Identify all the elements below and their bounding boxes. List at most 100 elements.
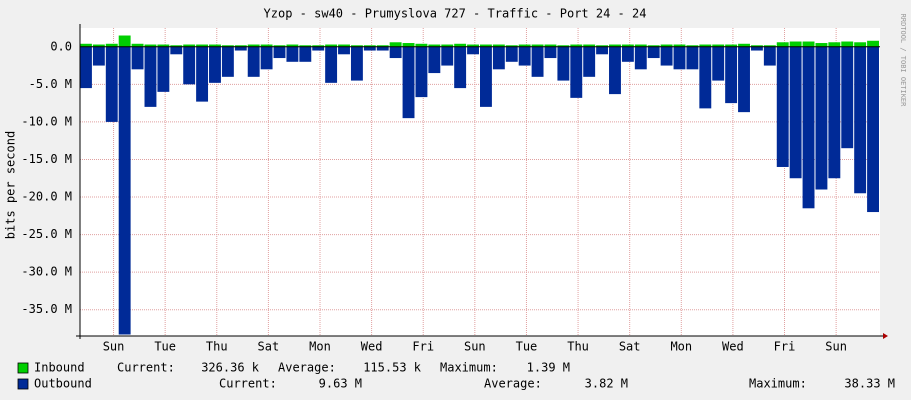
x-tick-label: Sun (103, 340, 125, 354)
legend-stat: 3.82 M (585, 377, 628, 391)
bar (209, 44, 221, 47)
bar (673, 44, 686, 47)
bar (621, 44, 634, 47)
bar (789, 46, 802, 179)
bar (363, 46, 376, 51)
bar (338, 44, 350, 47)
legend-label: Outbound (34, 377, 92, 391)
x-tick-label: Fri (774, 340, 796, 354)
bar (170, 46, 183, 55)
y-tick-label: -20.0 M (21, 190, 72, 204)
x-tick-label: Sat (619, 340, 641, 354)
bar (441, 46, 454, 66)
x-tick-label: Tue (516, 340, 538, 354)
bar (647, 45, 660, 47)
bar (131, 46, 144, 70)
bar (557, 46, 570, 81)
bar (570, 44, 583, 47)
bar (609, 46, 621, 95)
bar (350, 45, 363, 47)
y-tick-label: -5.0 M (29, 77, 72, 91)
x-tick-label: Fri (412, 340, 434, 354)
bar (376, 45, 389, 47)
bar (209, 46, 221, 83)
legend-stat: 1.39 M (527, 361, 570, 375)
bar (686, 46, 699, 70)
bar (815, 43, 828, 47)
bar (854, 42, 867, 47)
bar (699, 44, 712, 47)
bar (647, 46, 660, 59)
x-tick-label: Mon (309, 340, 331, 354)
bar (286, 46, 299, 62)
legend-stat: Current: (117, 361, 175, 375)
bar (144, 44, 157, 47)
bar (712, 46, 725, 81)
bar (338, 46, 350, 55)
bar (170, 45, 183, 47)
bar (634, 46, 647, 70)
bar (686, 45, 699, 47)
bar (531, 46, 544, 77)
bar (867, 40, 879, 47)
bar (441, 44, 454, 47)
bar (699, 46, 712, 109)
bar (725, 46, 738, 104)
y-tick-label: -30.0 M (21, 265, 72, 279)
bar (854, 46, 867, 194)
x-tick-label: Sun (464, 340, 486, 354)
bar (480, 46, 492, 107)
bar (363, 45, 376, 47)
bar (492, 46, 505, 70)
bar (325, 44, 338, 47)
bar (505, 46, 518, 62)
x-tick-label: Sat (258, 340, 280, 354)
bar (763, 45, 776, 47)
bar (570, 46, 583, 98)
watermark: RRDTOOL / TOBI OETIKER (899, 14, 907, 108)
bar (389, 42, 402, 47)
bar (260, 46, 273, 70)
bar (518, 44, 531, 47)
bar (80, 43, 92, 47)
bar (544, 44, 557, 47)
legend-label: Inbound (34, 361, 85, 375)
bar (673, 46, 686, 70)
bar (221, 46, 234, 77)
bar (763, 46, 776, 66)
bar (467, 46, 479, 55)
x-tick-label: Tue (154, 340, 176, 354)
x-tick-label: Wed (361, 340, 383, 354)
bar (738, 43, 750, 47)
bar (660, 46, 673, 66)
bar (428, 44, 441, 47)
legend-stat: Average: (278, 361, 336, 375)
x-tick-label: Wed (722, 340, 744, 354)
bar (402, 46, 415, 119)
legend-swatch (17, 362, 29, 374)
bar (802, 46, 815, 209)
bar (118, 35, 131, 47)
bar (583, 44, 596, 47)
bar (802, 41, 815, 47)
bar (273, 46, 286, 59)
bar (544, 46, 557, 59)
bar (583, 46, 596, 77)
x-tick-label: Thu (567, 340, 589, 354)
bar (196, 44, 209, 47)
y-tick-label: -10.0 M (21, 114, 72, 128)
bar (776, 46, 789, 167)
bar (247, 44, 260, 47)
x-tick-label: Mon (670, 340, 692, 354)
bar (312, 46, 325, 51)
y-tick-label: -25.0 M (21, 227, 72, 241)
bar (596, 45, 609, 47)
bar (183, 46, 196, 85)
bar (389, 46, 402, 59)
bar (118, 46, 131, 335)
bar (609, 44, 621, 47)
bar (144, 46, 157, 107)
bar (505, 45, 518, 47)
y-tick-label: -15.0 M (21, 152, 72, 166)
